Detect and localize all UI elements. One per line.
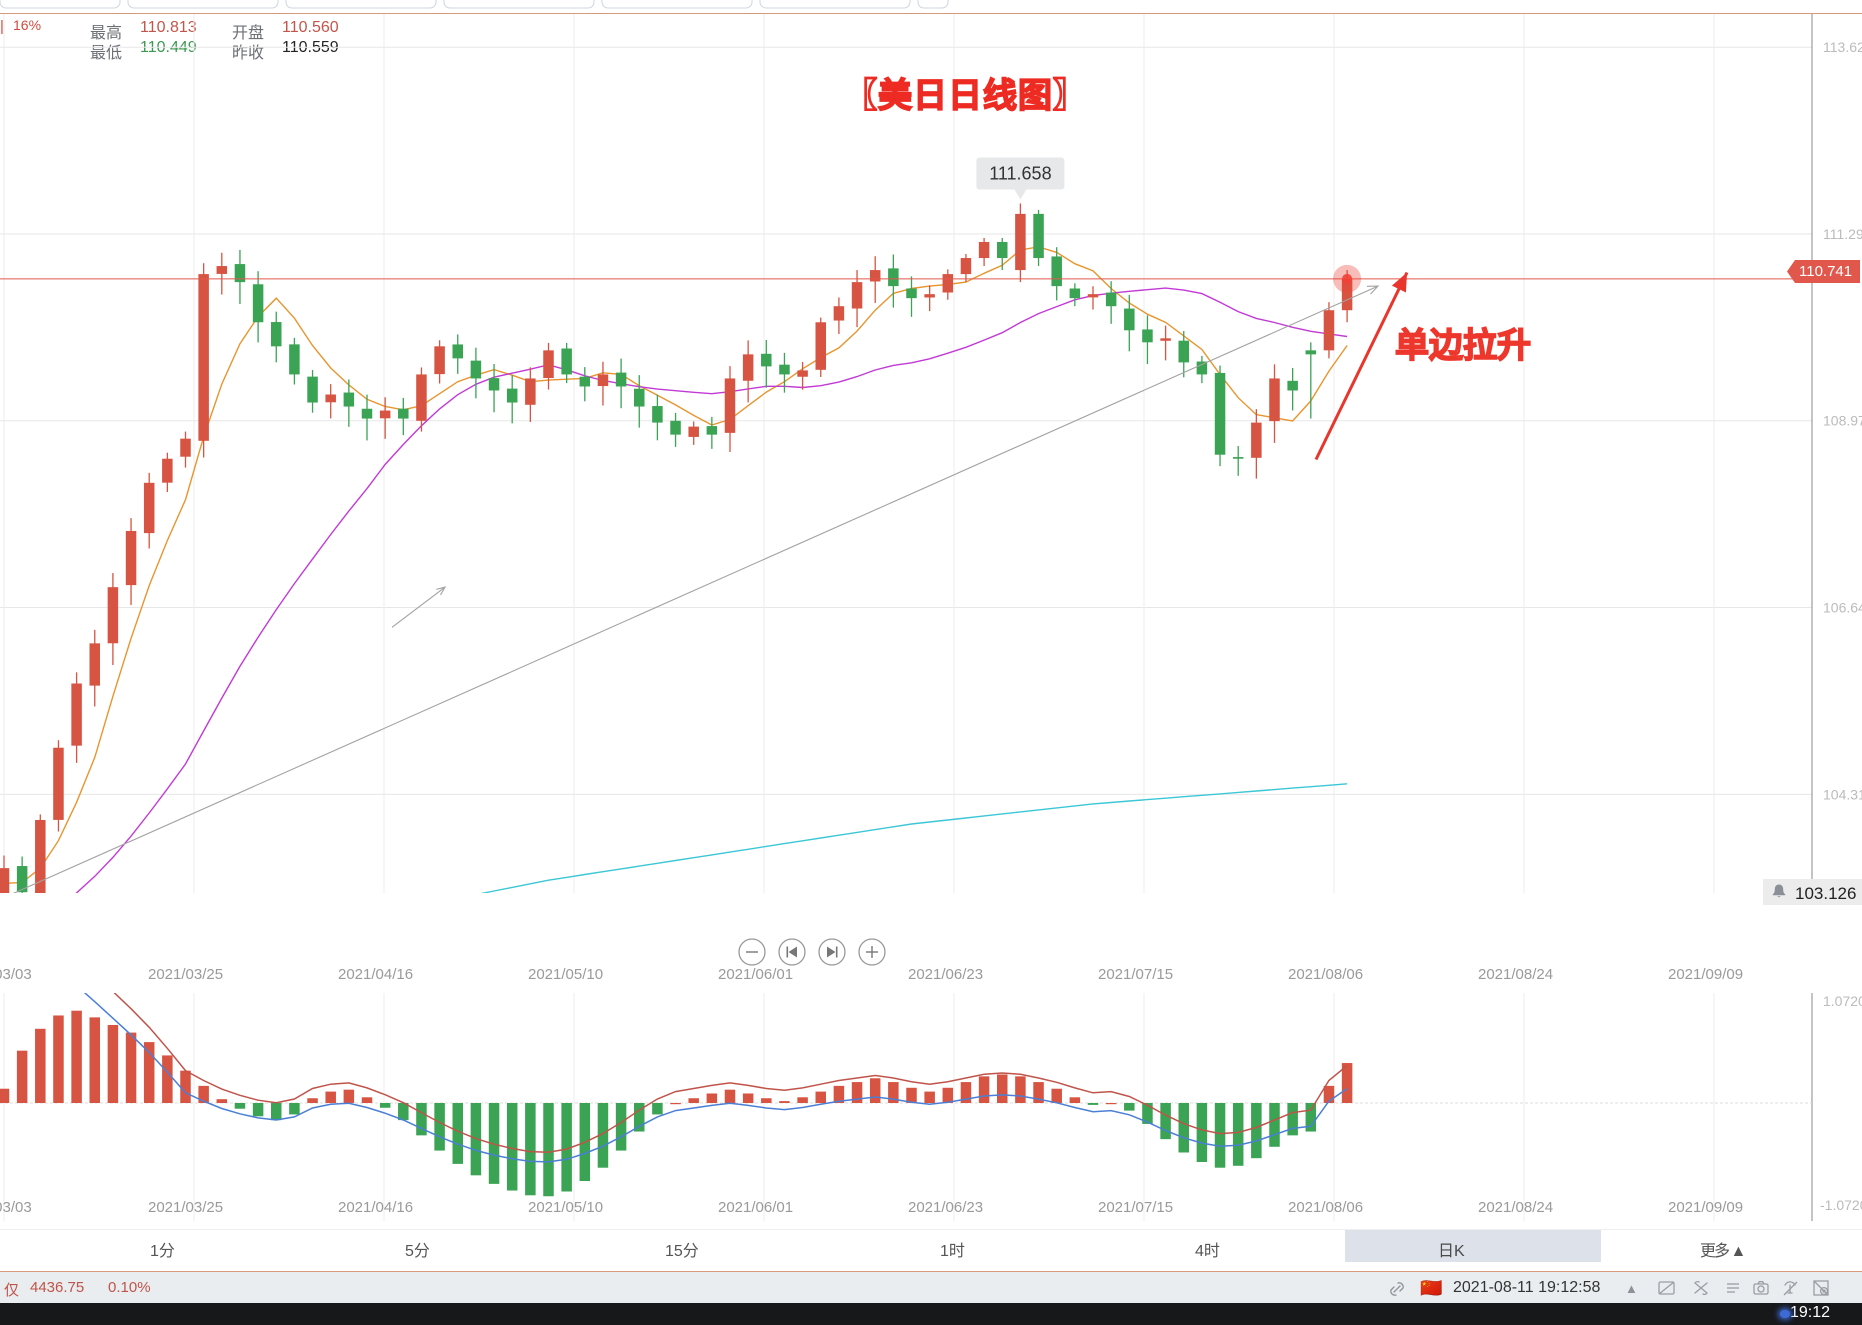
svg-text:108.973: 108.973 [1823,413,1862,429]
svg-text:111.658: 111.658 [989,163,1051,183]
svg-text:111.299: 111.299 [1823,226,1862,242]
svg-text:106.646: 106.646 [1823,600,1862,616]
svg-text:1.07202: 1.07202 [1823,993,1862,1009]
svg-text:104.319: 104.319 [1823,786,1862,802]
svg-text:113.626: 113.626 [1823,39,1862,55]
svg-text:-1.07202: -1.07202 [1820,1197,1862,1213]
